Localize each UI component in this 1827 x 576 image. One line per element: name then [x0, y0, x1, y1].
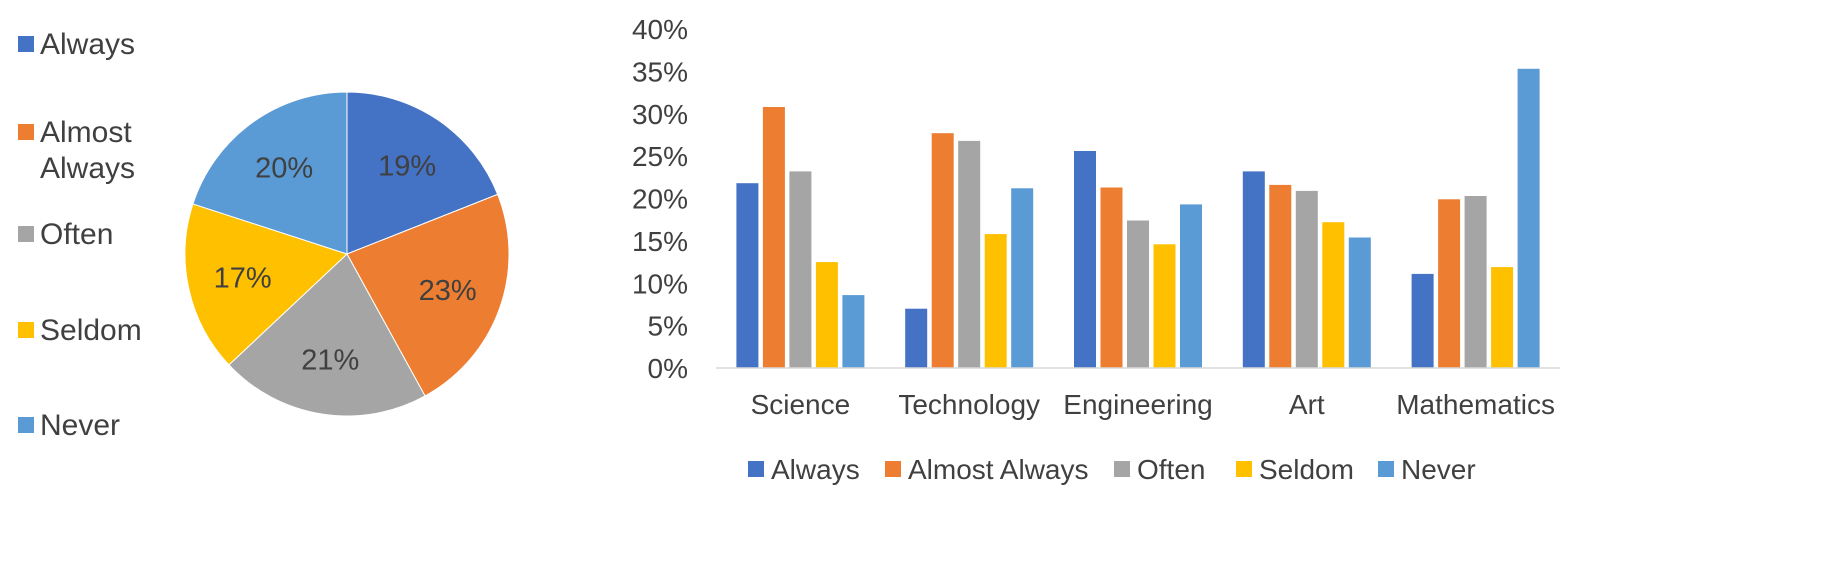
pie-slice [228, 253, 426, 417]
bar [1491, 267, 1514, 368]
bar [1127, 220, 1149, 368]
bar [1322, 222, 1345, 368]
legend-label: Seldom [1259, 454, 1354, 485]
x-tick-label: Art [1289, 389, 1325, 420]
legend-label: Often [1137, 454, 1205, 485]
x-tick-label: Engineering [1063, 389, 1212, 420]
bar [1438, 199, 1461, 368]
bar [1100, 187, 1123, 368]
legend-label: Always [771, 454, 860, 485]
legend-label: Always [40, 152, 135, 185]
pie-value-label: 23% [419, 275, 477, 307]
legend-swatch [1378, 461, 1394, 477]
y-tick-label: 5% [648, 311, 688, 342]
legend-swatch [18, 124, 34, 140]
legend-label: Always [40, 28, 135, 61]
bar [1074, 151, 1096, 368]
bar [1411, 273, 1434, 368]
y-tick-label: 30% [632, 99, 688, 130]
pie-slice [346, 193, 510, 397]
bar [1242, 171, 1265, 368]
y-tick-label: 15% [632, 226, 688, 257]
pie-slice [184, 203, 348, 366]
pie-slice [192, 91, 348, 255]
legend-label: Seldom [40, 314, 142, 347]
pie-slice [346, 91, 499, 255]
pie-value-label: 21% [301, 345, 359, 377]
bar [842, 295, 865, 368]
bar [905, 308, 928, 368]
bar [1295, 190, 1318, 368]
y-tick-label: 0% [648, 353, 688, 384]
legend-label: Almost Always [908, 454, 1089, 485]
legend-swatch [748, 461, 764, 477]
bar [815, 262, 838, 368]
y-axis: 0% 5% 10% 15% 20% 25% 30% 35% 40% [632, 14, 688, 384]
bar [1464, 196, 1487, 368]
x-tick-label: Mathematics [1396, 389, 1555, 420]
y-tick-label: 40% [632, 14, 688, 45]
legend-swatch [18, 417, 34, 433]
legend-label: Often [40, 218, 113, 251]
pie-chart: 19% 23% 21% 17% 20% [184, 91, 510, 417]
bar [984, 234, 1007, 368]
legend-swatch [18, 226, 34, 242]
pie-value-label: 17% [214, 262, 272, 294]
bar [762, 107, 785, 368]
bar [1517, 68, 1540, 369]
legend-label: Almost [40, 116, 132, 149]
y-tick-label: 20% [632, 184, 688, 215]
y-tick-label: 35% [632, 56, 688, 87]
bar-chart: 0% 5% 10% 15% 20% 25% 30% 35% 40% Science Technol… [632, 14, 1560, 485]
bar [931, 133, 954, 368]
legend-label: Never [1401, 454, 1476, 485]
y-tick-label: 25% [632, 141, 688, 172]
y-tick-label: 10% [632, 268, 688, 299]
bar [1348, 237, 1371, 368]
legend-label: Never [40, 409, 120, 442]
pie-value-label: 19% [378, 151, 436, 183]
legend-swatch [18, 36, 34, 52]
bars [736, 68, 1540, 369]
x-tick-label: Science [751, 389, 851, 420]
bar [1011, 188, 1034, 368]
legend-swatch [1114, 461, 1130, 477]
legend-swatch [1236, 461, 1252, 477]
x-axis: Science Technology Engineering Art Mathemati… [751, 389, 1555, 420]
bar-legend: Always Almost Always Often Seldom Never [748, 454, 1476, 485]
legend-swatch [885, 461, 901, 477]
bar [1180, 204, 1202, 368]
legend-swatch [18, 322, 34, 338]
bar [736, 183, 759, 368]
bar [789, 171, 812, 368]
pie-value-label: 20% [255, 153, 313, 185]
x-tick-label: Technology [898, 389, 1040, 420]
bar [1269, 184, 1292, 368]
bar [958, 140, 981, 368]
bar [1153, 244, 1176, 368]
